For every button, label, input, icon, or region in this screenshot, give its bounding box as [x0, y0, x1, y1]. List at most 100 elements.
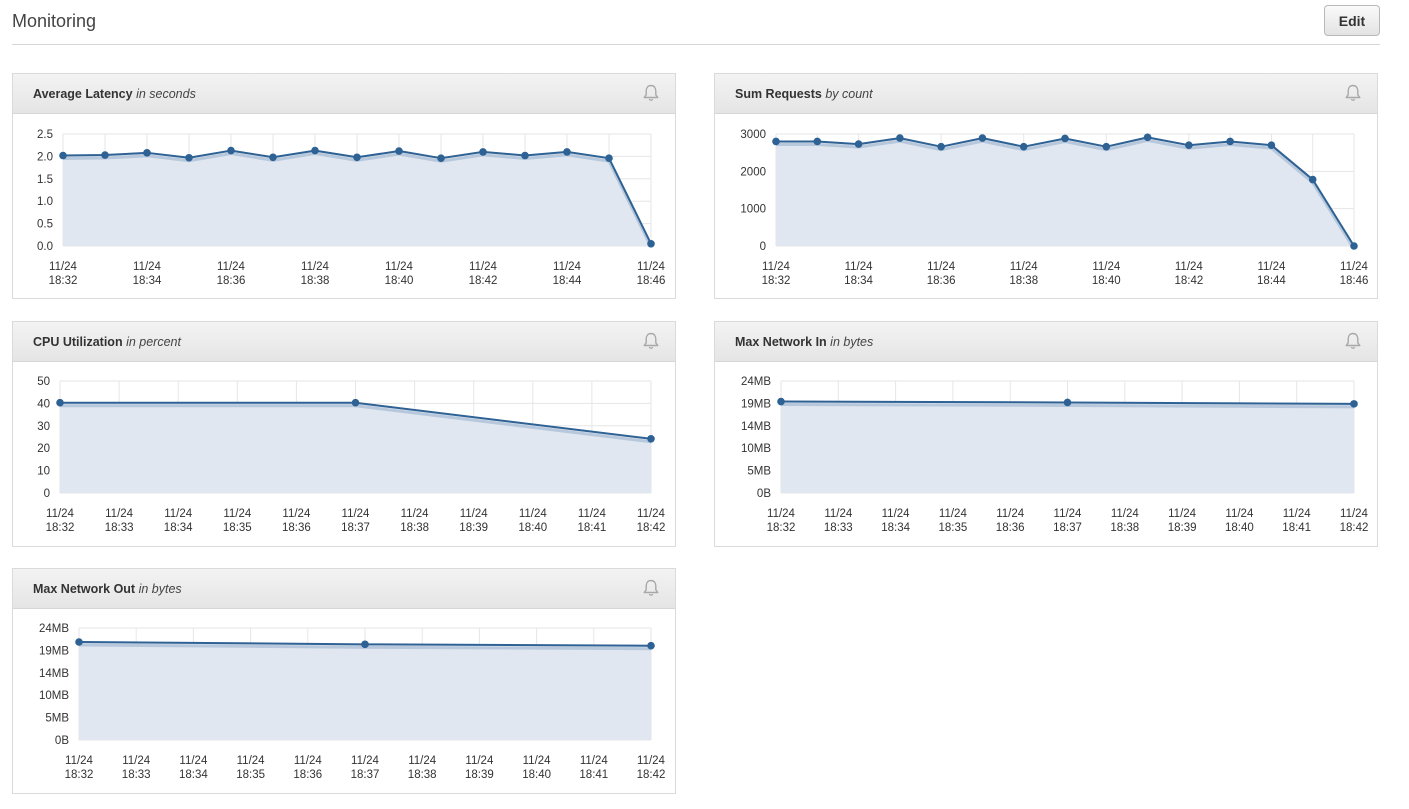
- metric-name: Average Latency: [33, 87, 133, 101]
- y-tick-label: 0.5: [37, 219, 53, 231]
- x-tick-label: 11/24 18:41: [579, 755, 608, 781]
- data-point[interactable]: [143, 149, 151, 157]
- bell-icon[interactable]: [1343, 83, 1363, 103]
- data-point[interactable]: [75, 638, 83, 646]
- x-tick-label: 11/24 18:37: [341, 508, 370, 534]
- data-point[interactable]: [1350, 242, 1358, 250]
- data-point[interactable]: [351, 398, 360, 407]
- data-point[interactable]: [361, 640, 369, 649]
- data-point[interactable]: [647, 641, 655, 650]
- data-point[interactable]: [777, 397, 785, 406]
- data-point[interactable]: [311, 146, 319, 155]
- data-point[interactable]: [647, 239, 655, 248]
- data-point[interactable]: [353, 153, 361, 162]
- data-point[interactable]: [227, 146, 235, 155]
- x-tick-label: 11/24 18:42: [1340, 508, 1369, 534]
- series-area: [781, 401, 1354, 493]
- y-tick-label: 10MB: [741, 443, 771, 455]
- panel-title: Max Network In in bytes: [735, 335, 873, 349]
- y-tick-label: 5MB: [45, 713, 69, 725]
- y-tick-label: 1.5: [37, 174, 53, 186]
- data-point[interactable]: [937, 142, 945, 151]
- cpu-utilization-chart: 50 40 30 20 10 0 11/24 18:32 11/24 18:33 11/24 18:3…: [37, 376, 666, 534]
- panel-header: Max Network In in bytes: [715, 322, 1377, 362]
- data-point[interactable]: [269, 153, 277, 162]
- bell-icon[interactable]: [641, 83, 661, 103]
- x-tick-label: 11/24 18:33: [824, 508, 853, 534]
- y-tick-label: 2000: [740, 166, 766, 178]
- x-tick-label: 11/24 18:42: [1174, 261, 1203, 287]
- data-point[interactable]: [1308, 175, 1317, 184]
- x-tick-label: 11/24 18:32: [65, 755, 94, 781]
- max-network-out-panel: Max Network Out in bytes 24MB 19MB 14MB 10M…: [12, 568, 676, 794]
- x-tick-label: 11/24 18:36: [996, 508, 1025, 534]
- y-tick-label: 40: [37, 398, 50, 410]
- data-point[interactable]: [185, 153, 193, 162]
- data-point[interactable]: [605, 154, 613, 162]
- x-tick-label: 11/24 18:37: [351, 755, 380, 781]
- y-tick-label: 2.0: [37, 151, 53, 163]
- x-tick-label: 11/24 18:38: [400, 508, 429, 534]
- data-point[interactable]: [395, 147, 403, 155]
- bell-icon[interactable]: [641, 331, 661, 351]
- data-point[interactable]: [563, 148, 571, 156]
- x-tick-label: 11/24 18:46: [1340, 261, 1369, 287]
- data-point[interactable]: [896, 134, 904, 142]
- x-tick-label: 11/24 18:38: [408, 755, 437, 781]
- data-point[interactable]: [1185, 141, 1193, 149]
- y-tick-label: 14MB: [741, 421, 771, 433]
- bell-icon[interactable]: [1343, 331, 1363, 351]
- x-tick-label: 11/24 18:46: [637, 261, 666, 287]
- edit-button[interactable]: Edit: [1324, 5, 1380, 36]
- data-point[interactable]: [59, 151, 67, 160]
- data-point[interactable]: [521, 151, 529, 160]
- data-point[interactable]: [1350, 400, 1358, 408]
- y-tick-label: 3000: [740, 129, 766, 141]
- data-point[interactable]: [1267, 141, 1276, 149]
- data-point[interactable]: [1102, 142, 1111, 151]
- data-point[interactable]: [101, 151, 109, 159]
- panel-header: Average Latency in seconds: [13, 74, 675, 114]
- data-point[interactable]: [1063, 398, 1072, 407]
- x-tick-label: 11/24 18:33: [105, 508, 134, 534]
- max-network-in-chart: 24MB 19MB 14MB 10MB 5MB 0B 11/24 18:32 11/24 18:3…: [741, 376, 1369, 534]
- series-area: [60, 402, 651, 493]
- x-tick-label: 11/24 18:42: [637, 508, 666, 534]
- data-point[interactable]: [437, 154, 445, 162]
- metric-name: CPU Utilization: [33, 335, 123, 349]
- x-tick-label: 11/24 18:34: [881, 508, 910, 534]
- x-tick-label: 11/24 18:35: [236, 755, 265, 781]
- x-tick-label: 11/24 18:32: [46, 508, 75, 534]
- y-tick-label: 19MB: [39, 645, 69, 657]
- data-point[interactable]: [647, 434, 655, 443]
- y-tick-label: 30: [37, 421, 50, 433]
- data-point[interactable]: [978, 134, 987, 142]
- x-tick-label: 11/24 18:40: [385, 261, 414, 287]
- metric-unit: in bytes: [138, 582, 182, 596]
- bell-icon[interactable]: [641, 578, 661, 598]
- page-title: Monitoring: [12, 11, 97, 31]
- metric-unit: in seconds: [136, 87, 196, 101]
- y-tick-label: 1.0: [37, 196, 53, 208]
- data-point[interactable]: [772, 137, 780, 146]
- metric-unit: by count: [825, 87, 873, 101]
- y-tick-label: 24MB: [39, 623, 69, 635]
- data-point[interactable]: [1019, 142, 1028, 151]
- x-tick-label: 11/24 18:34: [179, 755, 208, 781]
- data-point[interactable]: [1143, 133, 1152, 142]
- data-point[interactable]: [479, 148, 487, 156]
- data-point[interactable]: [56, 398, 64, 407]
- max-network-out-chart: 24MB 19MB 14MB 10MB 5MB 0B 11/24 18:32 11/24 18:3…: [39, 623, 666, 781]
- metric-name: Max Network Out: [33, 582, 136, 596]
- data-point[interactable]: [1226, 137, 1234, 146]
- x-tick-label: 11/24 18:35: [939, 508, 968, 534]
- y-tick-label: 2.5: [37, 129, 53, 141]
- x-tick-label: 11/24 18:38: [1009, 261, 1038, 287]
- y-tick-label: 0.0: [37, 241, 53, 253]
- data-point[interactable]: [1061, 134, 1069, 143]
- x-tick-label: 11/24 18:41: [1282, 508, 1311, 534]
- x-tick-label: 11/24 18:34: [844, 261, 873, 287]
- data-point[interactable]: [854, 140, 863, 148]
- series-area: [63, 150, 651, 246]
- data-point[interactable]: [813, 137, 822, 146]
